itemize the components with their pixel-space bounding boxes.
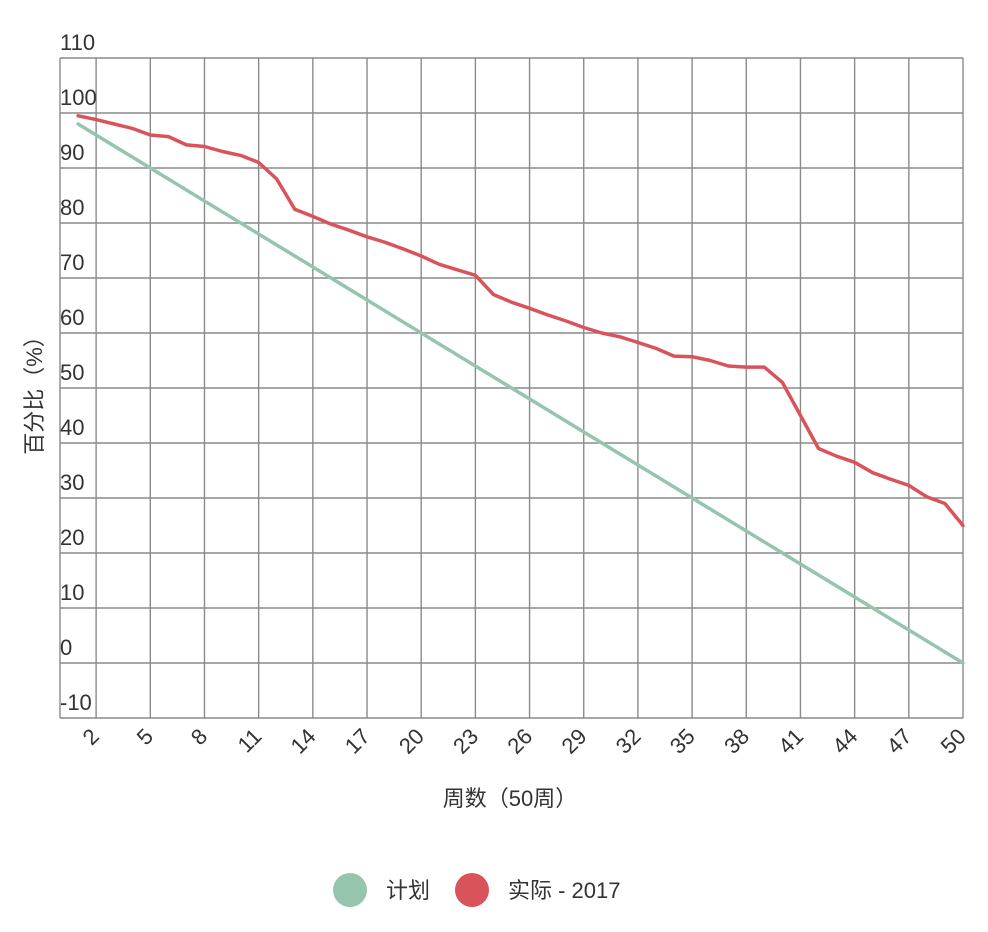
- x-tick-label: 44: [827, 724, 862, 759]
- x-tick-label: 23: [448, 724, 483, 759]
- y-axis-title: 百分比（%）: [22, 325, 47, 455]
- x-tick-label: 29: [557, 724, 592, 759]
- y-axis-ticks: -10 0 10 20 30 40 50 60 70 80 90 100 110: [60, 30, 97, 715]
- y-tick-label: 70: [60, 250, 84, 275]
- grid: [59, 57, 964, 719]
- y-tick-label: -10: [60, 690, 92, 715]
- x-tick-label: 11: [233, 724, 267, 758]
- x-tick-label: 32: [611, 724, 646, 759]
- y-tick-label: 110: [60, 30, 95, 55]
- legend-label: 实际 - 2017: [508, 878, 621, 903]
- x-tick-label: 35: [665, 724, 700, 759]
- x-axis-title: 周数（50周）: [443, 786, 577, 811]
- y-tick-label: 50: [60, 360, 84, 385]
- y-tick-label: 40: [60, 415, 84, 440]
- x-tick-label: 2: [78, 724, 104, 750]
- y-tick-label: 60: [60, 305, 84, 330]
- legend: 计划 实际 - 2017: [333, 873, 621, 907]
- x-tick-label: 26: [502, 724, 537, 759]
- x-tick-label: 8: [186, 724, 212, 750]
- series-lines: [76, 114, 965, 665]
- x-tick-label: 17: [340, 724, 375, 759]
- x-tick-label: 20: [394, 724, 429, 759]
- y-tick-label: 80: [60, 195, 84, 220]
- legend-label: 计划: [386, 878, 430, 903]
- x-tick-label: 38: [719, 724, 754, 759]
- legend-swatch: [333, 873, 367, 907]
- series-line-actual: [76, 114, 965, 528]
- series-line-plan: [76, 122, 965, 665]
- y-tick-label: 10: [60, 580, 84, 605]
- x-tick-label: 47: [882, 724, 917, 759]
- y-tick-label: 100: [60, 85, 97, 110]
- y-tick-label: 0: [60, 635, 72, 660]
- x-tick-label: 41: [773, 724, 808, 759]
- y-tick-label: 30: [60, 470, 84, 495]
- x-tick-label: 14: [286, 724, 321, 759]
- x-axis-ticks: 2 5 8 11 14 17 20 23 26 29 32 35 38 41 44 47 50: [78, 724, 971, 759]
- x-tick-label: 5: [132, 724, 158, 750]
- legend-swatch: [455, 873, 489, 907]
- x-tick-label: 50: [936, 724, 971, 759]
- y-tick-label: 20: [60, 525, 84, 550]
- y-tick-label: 90: [60, 140, 84, 165]
